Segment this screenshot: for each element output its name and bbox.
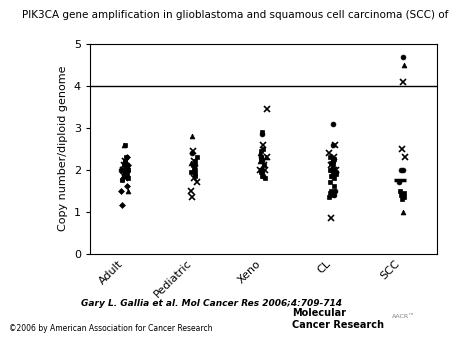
Text: AACR™: AACR™ — [392, 314, 415, 319]
Y-axis label: Copy number/diploid genome: Copy number/diploid genome — [58, 66, 68, 232]
Text: ©2006 by American Association for Cancer Research: ©2006 by American Association for Cancer… — [9, 324, 212, 333]
Text: PIK3CA gene amplification in glioblastoma and squamous cell carcinoma (SCC) of t: PIK3CA gene amplification in glioblastom… — [22, 10, 450, 20]
Text: Gary L. Gallia et al. Mol Cancer Res 2006;4:709-714: Gary L. Gallia et al. Mol Cancer Res 200… — [81, 299, 342, 308]
Text: Molecular
Cancer Research: Molecular Cancer Research — [292, 308, 384, 330]
